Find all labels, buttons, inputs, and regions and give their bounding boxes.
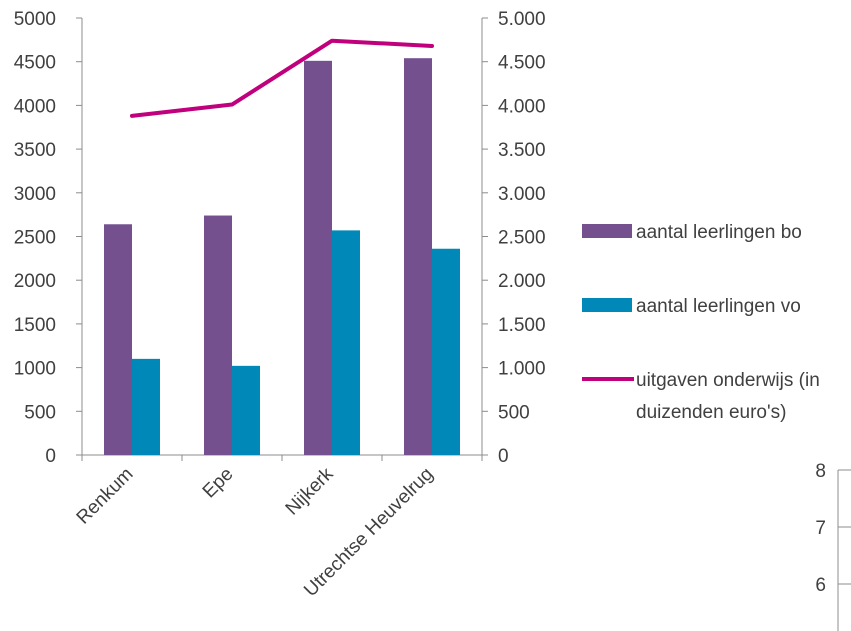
bar <box>432 249 460 455</box>
y-tick-label-left: 5000 <box>14 9 56 30</box>
line-series <box>132 41 432 116</box>
y-tick-label-right: 4.500 <box>498 53 546 74</box>
y-tick-label-left: 1500 <box>14 315 56 336</box>
y-tick-label-right: 3.500 <box>498 140 546 161</box>
y-tick-label-left: 4500 <box>14 53 56 74</box>
bar <box>104 224 132 455</box>
y-tick-label-right: 500 <box>498 402 530 423</box>
y-tick-label-partial: 8 <box>815 461 826 482</box>
bar <box>332 230 360 455</box>
secondary-chart-axis: 8 7 6 <box>815 461 851 631</box>
y-tick-label-left: 500 <box>24 402 56 423</box>
legend-label: uitgaven onderwijs (in <box>636 370 820 391</box>
x-tick-label: Epe <box>199 464 238 503</box>
y-tick-label-right: 4.000 <box>498 96 546 117</box>
bar <box>204 216 232 455</box>
axes: 0500100015002000250030003500400045005000… <box>14 9 546 467</box>
y-tick-label-right: 1.500 <box>498 315 546 336</box>
y-tick-label-right: 0 <box>498 446 509 467</box>
legend-swatch <box>582 298 632 312</box>
y-tick-label-right: 1.000 <box>498 359 546 380</box>
y-tick-label-left: 3000 <box>14 184 56 205</box>
legend-swatch <box>582 224 632 238</box>
bars <box>104 58 460 455</box>
y-tick-label-right: 5.000 <box>498 9 546 30</box>
y-tick-label-left: 4000 <box>14 96 56 117</box>
bar <box>304 61 332 455</box>
legend-label: duizenden euro's) <box>636 402 786 423</box>
series-line <box>132 41 432 116</box>
bar <box>232 366 260 455</box>
legend-label: aantal leerlingen bo <box>636 222 802 243</box>
y-tick-label-right: 2.500 <box>498 228 546 249</box>
y-tick-label-left: 3500 <box>14 140 56 161</box>
x-tick-label: Nijkerk <box>282 463 338 519</box>
bar <box>132 359 160 455</box>
y-tick-label-left: 2500 <box>14 228 56 249</box>
legend-label: aantal leerlingen vo <box>636 296 801 317</box>
y-tick-label-right: 2.000 <box>498 271 546 292</box>
y-tick-label-partial: 7 <box>815 518 826 539</box>
y-tick-label-left: 2000 <box>14 271 56 292</box>
y-tick-label-left: 1000 <box>14 359 56 380</box>
x-tick-label: Renkum <box>73 464 138 529</box>
legend: aantal leerlingen bo aantal leerlingen vo… <box>582 222 820 423</box>
y-tick-label-left: 0 <box>45 446 56 467</box>
y-tick-label-right: 3.000 <box>498 184 546 205</box>
bar <box>404 58 432 455</box>
y-tick-label-partial: 6 <box>815 575 826 596</box>
